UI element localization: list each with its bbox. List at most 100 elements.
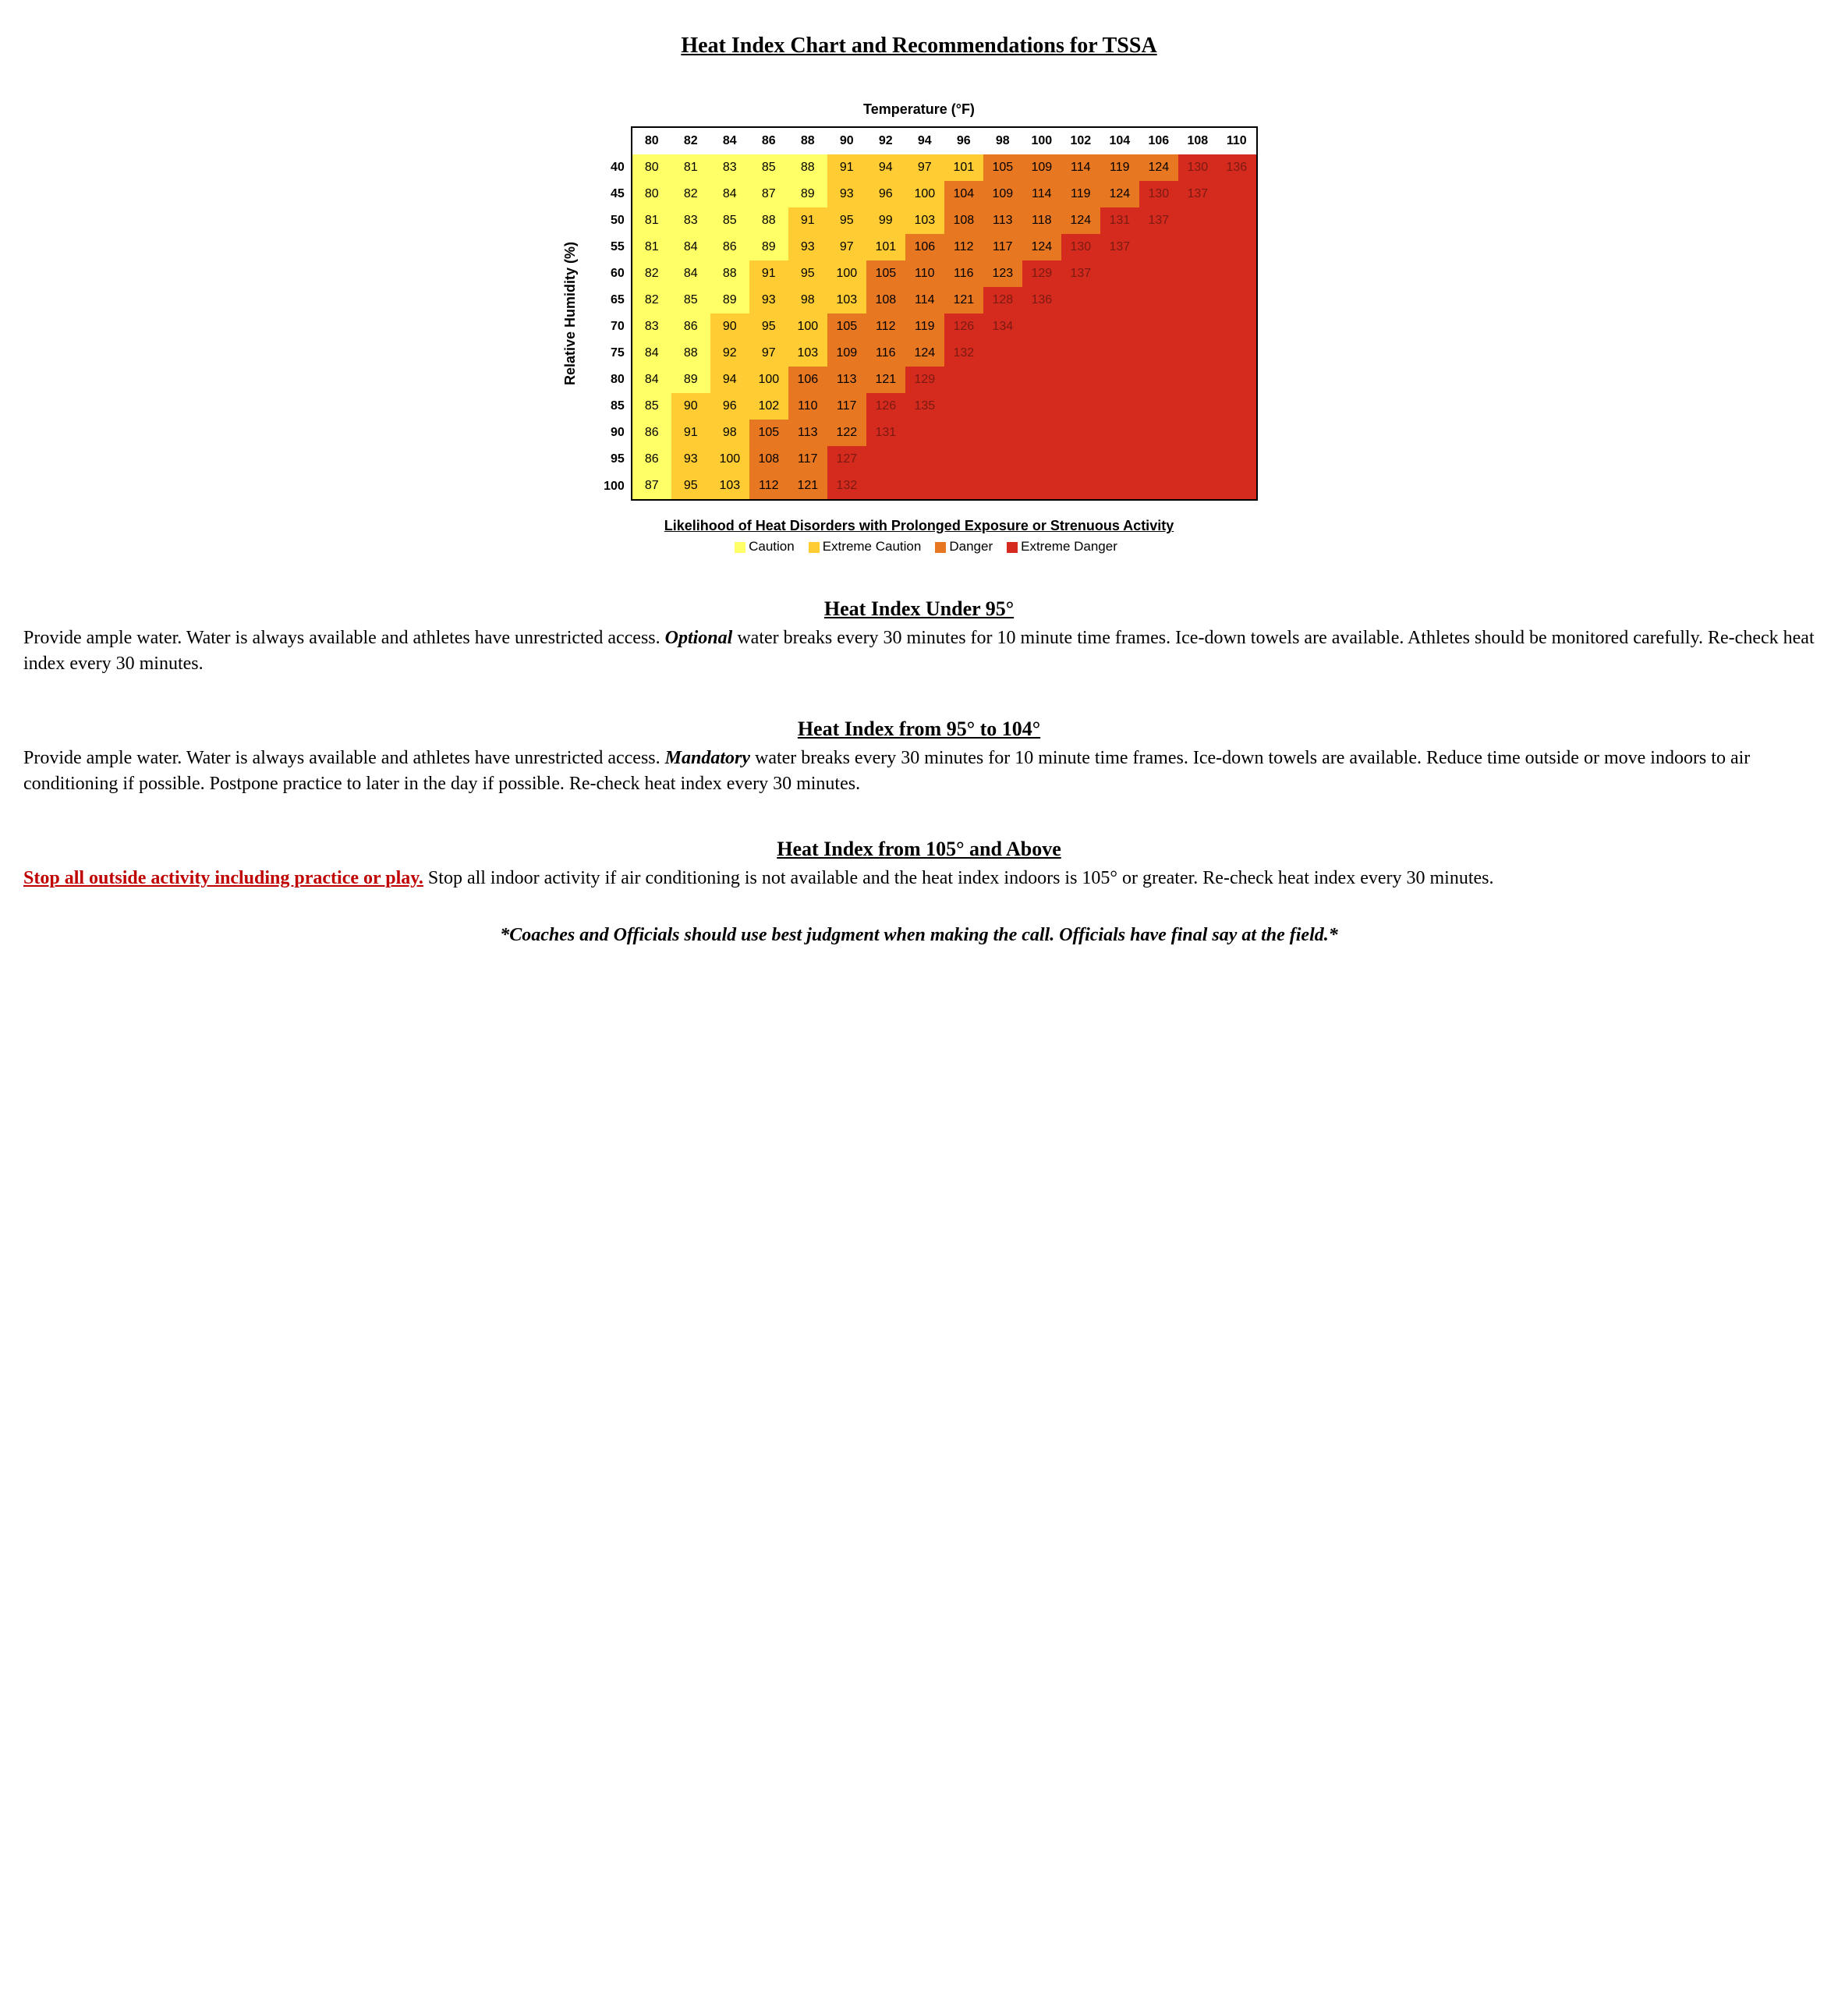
heat-cell [1178, 446, 1217, 473]
heat-cell [1217, 314, 1257, 340]
heat-cell: 89 [749, 234, 788, 260]
heat-cell [1100, 367, 1139, 393]
text: Provide ample water. Water is always ava… [23, 628, 665, 648]
heat-cell: 130 [1178, 154, 1217, 181]
heat-cell [1061, 314, 1100, 340]
heat-cell: 84 [671, 234, 710, 260]
temp-header: 108 [1178, 127, 1217, 154]
heat-cell: 85 [749, 154, 788, 181]
heat-cell: 109 [983, 181, 1022, 207]
legend-label: Extreme Danger [1021, 539, 1117, 554]
heat-cell: 137 [1178, 181, 1217, 207]
heat-cell: 101 [866, 234, 905, 260]
heat-cell [1178, 420, 1217, 446]
y-axis-label: Relative Humidity (%) [561, 242, 579, 385]
heat-cell [983, 473, 1022, 500]
humidity-header: 40 [586, 154, 632, 181]
heat-cell: 91 [827, 154, 866, 181]
heat-cell [1022, 367, 1061, 393]
legend-swatch [1007, 542, 1018, 553]
heat-cell: 97 [905, 154, 944, 181]
heat-cell: 101 [944, 154, 983, 181]
temp-header: 100 [1022, 127, 1061, 154]
temp-header: 82 [671, 127, 710, 154]
heat-cell: 114 [905, 287, 944, 314]
heat-cell [1217, 181, 1257, 207]
heat-cell: 100 [710, 446, 749, 473]
heat-cell: 95 [749, 314, 788, 340]
heat-cell: 119 [1061, 181, 1100, 207]
humidity-header: 70 [586, 314, 632, 340]
heat-cell: 83 [710, 154, 749, 181]
heat-cell: 81 [632, 207, 671, 234]
heat-cell [1100, 473, 1139, 500]
heat-cell: 93 [671, 446, 710, 473]
heat-cell [1139, 473, 1178, 500]
heat-cell: 135 [905, 393, 944, 420]
heat-cell: 81 [671, 154, 710, 181]
heat-cell [1178, 340, 1217, 367]
heat-cell [1100, 340, 1139, 367]
heat-cell [1139, 234, 1178, 260]
heat-cell [983, 367, 1022, 393]
heat-cell [983, 420, 1022, 446]
emphasis-optional: Optional [665, 628, 733, 648]
section-body-95-104: Provide ample water. Water is always ava… [23, 746, 1815, 796]
heat-cell: 99 [866, 207, 905, 234]
heat-cell: 112 [866, 314, 905, 340]
heat-cell [1022, 393, 1061, 420]
heat-cell: 104 [944, 181, 983, 207]
legend-label: Caution [749, 539, 795, 554]
heat-cell: 97 [827, 234, 866, 260]
temp-header: 84 [710, 127, 749, 154]
heat-cell: 93 [827, 181, 866, 207]
heat-index-table: 80828486889092949698100102104106108110 4… [586, 126, 1258, 501]
heat-cell: 136 [1022, 287, 1061, 314]
humidity-header: 90 [586, 420, 632, 446]
section-heading-95-104: Heat Index from 95° to 104° [23, 715, 1815, 742]
heat-cell: 131 [866, 420, 905, 446]
heat-cell: 121 [944, 287, 983, 314]
heat-cell: 85 [710, 207, 749, 234]
heat-cell [1061, 393, 1100, 420]
heat-cell [1178, 367, 1217, 393]
heat-index-chart: Temperature (°F) Relative Humidity (%) 8… [561, 100, 1278, 557]
heat-cell: 80 [632, 154, 671, 181]
heat-cell: 100 [788, 314, 827, 340]
heat-cell: 106 [788, 367, 827, 393]
heat-cell [1217, 393, 1257, 420]
heat-cell: 117 [788, 446, 827, 473]
heat-cell: 86 [671, 314, 710, 340]
section-heading-105-above: Heat Index from 105° and Above [23, 835, 1815, 863]
heat-cell [1061, 473, 1100, 500]
heat-cell: 91 [749, 260, 788, 287]
heat-cell: 103 [905, 207, 944, 234]
heat-cell [1100, 314, 1139, 340]
section-body-under-95: Provide ample water. Water is always ava… [23, 625, 1815, 676]
heat-cell [983, 446, 1022, 473]
heat-cell: 100 [827, 260, 866, 287]
heat-cell: 91 [788, 207, 827, 234]
heat-cell: 84 [710, 181, 749, 207]
temp-header: 86 [749, 127, 788, 154]
heat-cell: 124 [1100, 181, 1139, 207]
heat-cell: 109 [827, 340, 866, 367]
legend-label: Extreme Caution [823, 539, 922, 554]
temp-header: 94 [905, 127, 944, 154]
heat-cell: 134 [983, 314, 1022, 340]
heat-cell: 88 [749, 207, 788, 234]
heat-cell: 81 [632, 234, 671, 260]
heat-cell: 109 [1022, 154, 1061, 181]
heat-cell: 90 [710, 314, 749, 340]
heat-cell: 118 [1022, 207, 1061, 234]
heat-cell [1139, 287, 1178, 314]
humidity-header: 80 [586, 367, 632, 393]
heat-cell [1139, 260, 1178, 287]
heat-cell: 123 [983, 260, 1022, 287]
heat-cell [866, 446, 905, 473]
legend-title: Likelihood of Heat Disorders with Prolon… [561, 516, 1278, 535]
heat-cell [1217, 367, 1257, 393]
heat-cell [1178, 234, 1217, 260]
text: Provide ample water. Water is always ava… [23, 748, 665, 768]
legend: Likelihood of Heat Disorders with Prolon… [561, 516, 1278, 556]
